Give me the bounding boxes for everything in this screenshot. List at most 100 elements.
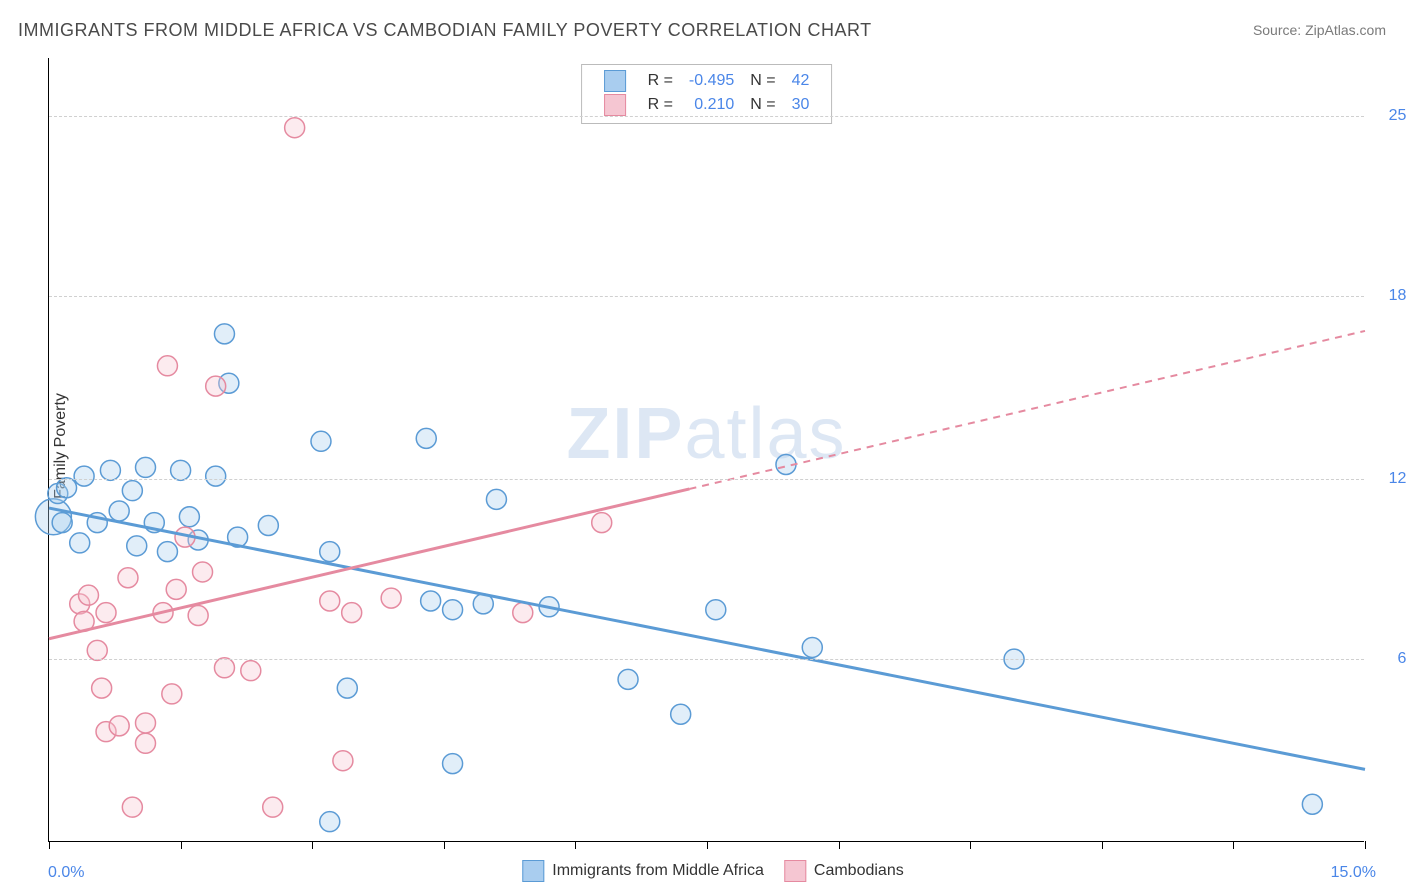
scatter-point: [342, 603, 362, 623]
scatter-point: [179, 507, 199, 527]
y-tick-label: 18.8%: [1374, 287, 1406, 305]
chart-svg: [49, 58, 1364, 841]
scatter-point: [87, 640, 107, 660]
legend-swatch: [784, 860, 806, 882]
x-tick: [444, 841, 445, 849]
scatter-point: [443, 600, 463, 620]
scatter-point: [188, 606, 208, 626]
gridline: [49, 479, 1364, 480]
scatter-point: [486, 489, 506, 509]
x-tick: [181, 841, 182, 849]
x-tick: [1233, 841, 1234, 849]
x-tick: [970, 841, 971, 849]
gridline: [49, 296, 1364, 297]
legend-r-value: 0.210: [681, 93, 742, 117]
scatter-point: [592, 513, 612, 533]
scatter-point: [109, 501, 129, 521]
scatter-point: [1302, 794, 1322, 814]
scatter-point: [100, 460, 120, 480]
x-tick: [575, 841, 576, 849]
scatter-point: [96, 603, 116, 623]
scatter-point: [802, 637, 822, 657]
scatter-point: [162, 684, 182, 704]
scatter-point: [337, 678, 357, 698]
x-tick: [312, 841, 313, 849]
y-tick-label: 25.0%: [1374, 107, 1406, 125]
scatter-point: [171, 460, 191, 480]
x-tick: [49, 841, 50, 849]
scatter-point: [618, 669, 638, 689]
legend-series: Immigrants from Middle Africa Cambodians: [502, 860, 903, 882]
scatter-point: [285, 118, 305, 138]
scatter-point: [122, 797, 142, 817]
scatter-point: [258, 515, 278, 535]
legend-n-value: 30: [784, 93, 818, 117]
plot-area: ZIPatlas R =-0.495N =42R =0.210N =30 6.3…: [48, 58, 1364, 842]
scatter-point: [214, 324, 234, 344]
scatter-point: [78, 585, 98, 605]
chart-title: IMMIGRANTS FROM MIDDLE AFRICA VS CAMBODI…: [18, 20, 872, 41]
scatter-point: [57, 478, 77, 498]
scatter-point: [74, 466, 94, 486]
y-tick-label: 6.3%: [1374, 650, 1406, 668]
gridline: [49, 116, 1364, 117]
legend-stats: R =-0.495N =42R =0.210N =30: [581, 64, 833, 124]
scatter-point: [157, 356, 177, 376]
scatter-point: [136, 713, 156, 733]
legend-series-label: Cambodians: [814, 862, 904, 879]
y-tick-label: 12.5%: [1374, 470, 1406, 488]
x-axis-min-label: 0.0%: [48, 864, 84, 882]
scatter-point: [263, 797, 283, 817]
x-axis-max-label: 15.0%: [1331, 864, 1376, 882]
scatter-point: [92, 678, 112, 698]
legend-r-label: R =: [640, 93, 681, 117]
scatter-point: [513, 603, 533, 623]
source-credit: Source: ZipAtlas.com: [1253, 22, 1386, 38]
legend-stats-row: R =0.210N =30: [596, 93, 818, 117]
gridline: [49, 659, 1364, 660]
scatter-point: [136, 457, 156, 477]
x-tick: [839, 841, 840, 849]
scatter-point: [671, 704, 691, 724]
legend-swatch: [522, 860, 544, 882]
scatter-point: [311, 431, 331, 451]
scatter-point: [320, 542, 340, 562]
scatter-point: [157, 542, 177, 562]
legend-series-label: Immigrants from Middle Africa: [552, 862, 764, 879]
scatter-point: [320, 812, 340, 832]
scatter-point: [241, 661, 261, 681]
source-label: Source:: [1253, 22, 1301, 38]
scatter-point: [214, 658, 234, 678]
legend-stats-row: R =-0.495N =42: [596, 69, 818, 93]
scatter-point: [706, 600, 726, 620]
trend-line-solid: [49, 508, 1365, 769]
scatter-point: [416, 428, 436, 448]
legend-n-label: N =: [742, 93, 783, 117]
legend-swatch: [604, 94, 626, 116]
x-tick: [707, 841, 708, 849]
legend-swatch: [604, 70, 626, 92]
scatter-point: [320, 591, 340, 611]
trend-line-dashed: [689, 331, 1365, 489]
x-tick: [1102, 841, 1103, 849]
scatter-point: [193, 562, 213, 582]
legend-n-value: 42: [784, 69, 818, 93]
scatter-point: [127, 536, 147, 556]
scatter-point: [166, 579, 186, 599]
legend-n-label: N =: [742, 69, 783, 93]
scatter-point: [122, 481, 142, 501]
scatter-point: [333, 751, 353, 771]
scatter-point: [118, 568, 138, 588]
legend-r-value: -0.495: [681, 69, 742, 93]
scatter-point: [52, 513, 72, 533]
legend-r-label: R =: [640, 69, 681, 93]
source-value: ZipAtlas.com: [1305, 22, 1386, 38]
scatter-point: [421, 591, 441, 611]
scatter-point: [206, 376, 226, 396]
x-tick: [1365, 841, 1366, 849]
scatter-point: [206, 466, 226, 486]
scatter-point: [381, 588, 401, 608]
scatter-point: [443, 754, 463, 774]
scatter-point: [109, 716, 129, 736]
scatter-point: [70, 533, 90, 553]
